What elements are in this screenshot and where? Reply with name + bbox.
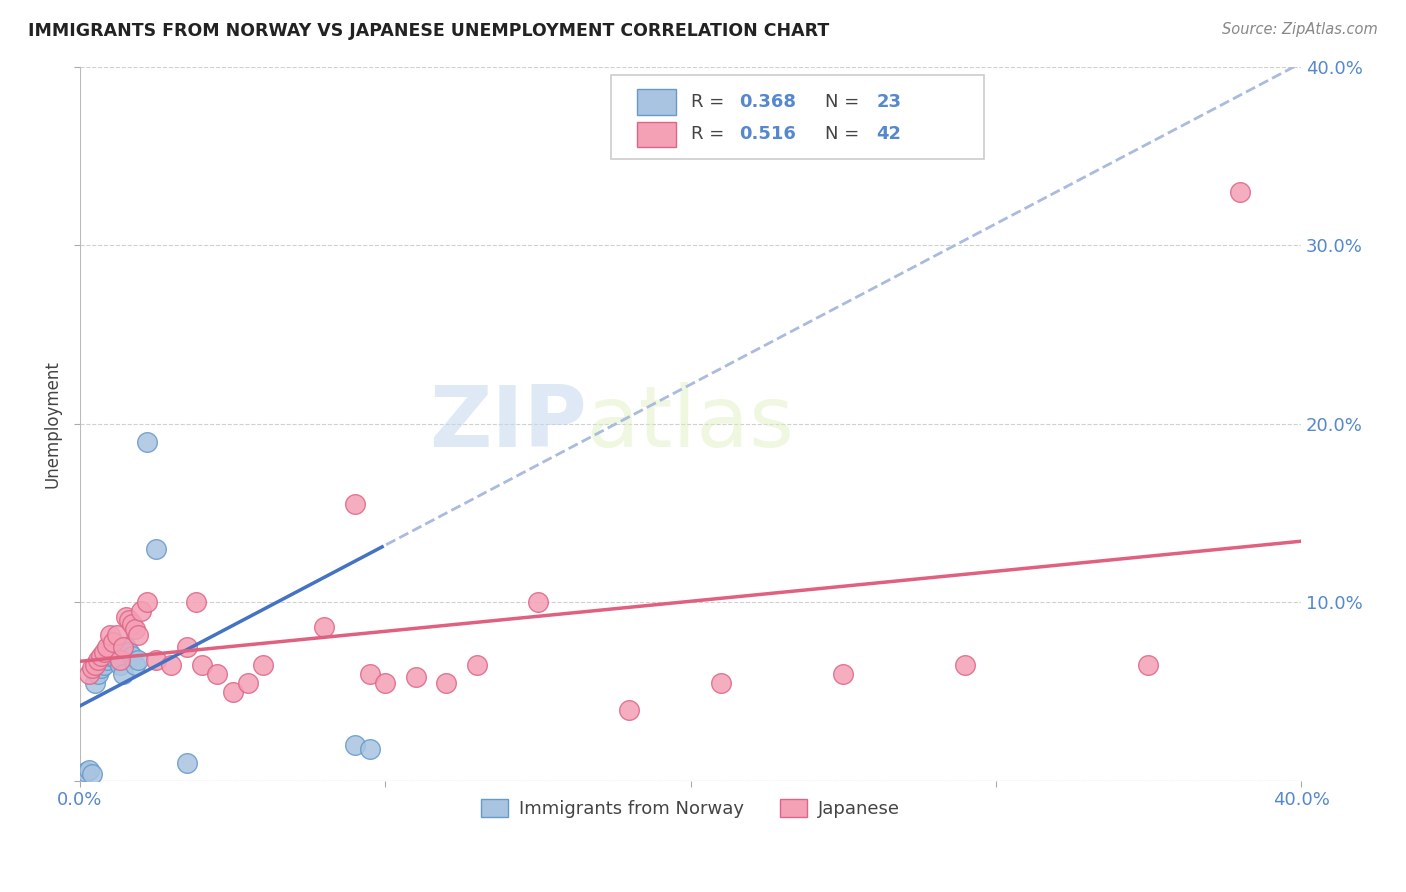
Point: [114, 609, 136, 624]
Point: [127, 652, 149, 666]
Point: [207, 666, 229, 681]
Text: R =: R =: [690, 126, 730, 144]
Point: [90, 661, 112, 675]
Point: [121, 648, 143, 663]
Text: R =: R =: [690, 94, 730, 112]
Point: [124, 657, 146, 672]
Point: [343, 739, 366, 753]
Point: [619, 702, 641, 716]
Point: [184, 595, 207, 609]
Point: [527, 595, 550, 609]
Point: [145, 652, 167, 666]
Point: [359, 742, 381, 756]
Text: N =: N =: [825, 94, 865, 112]
Text: Source: ZipAtlas.com: Source: ZipAtlas.com: [1222, 22, 1378, 37]
Point: [314, 620, 336, 634]
Point: [124, 622, 146, 636]
Point: [955, 657, 977, 672]
FancyBboxPatch shape: [612, 75, 984, 160]
Point: [111, 640, 134, 654]
Point: [103, 645, 125, 659]
Point: [90, 648, 112, 663]
Point: [176, 640, 198, 654]
Point: [191, 657, 214, 672]
Legend: Immigrants from Norway, Japanese: Immigrants from Norway, Japanese: [474, 792, 907, 826]
Point: [100, 627, 122, 641]
Point: [236, 675, 259, 690]
Point: [176, 756, 198, 771]
Point: [84, 657, 107, 672]
Point: [87, 652, 110, 666]
Point: [405, 670, 427, 684]
Point: [93, 657, 115, 672]
Point: [118, 613, 141, 627]
FancyBboxPatch shape: [637, 89, 676, 115]
Point: [359, 666, 381, 681]
Point: [145, 541, 167, 556]
Point: [1229, 185, 1251, 199]
Point: [108, 657, 131, 672]
Text: 42: 42: [876, 126, 901, 144]
Point: [87, 666, 110, 681]
Point: [118, 645, 141, 659]
Point: [710, 675, 733, 690]
Point: [160, 657, 183, 672]
Point: [111, 666, 134, 681]
FancyBboxPatch shape: [637, 121, 676, 147]
Point: [100, 648, 122, 663]
Point: [252, 657, 274, 672]
Point: [374, 675, 396, 690]
Text: ZIP: ZIP: [429, 383, 586, 466]
Point: [129, 604, 152, 618]
Point: [465, 657, 488, 672]
Text: 23: 23: [876, 94, 901, 112]
Point: [105, 627, 128, 641]
Point: [136, 595, 159, 609]
Point: [434, 675, 457, 690]
Text: IMMIGRANTS FROM NORWAY VS JAPANESE UNEMPLOYMENT CORRELATION CHART: IMMIGRANTS FROM NORWAY VS JAPANESE UNEMP…: [28, 22, 830, 40]
Point: [96, 640, 118, 654]
Point: [136, 434, 159, 449]
Point: [127, 627, 149, 641]
Point: [80, 661, 103, 675]
Point: [75, 765, 97, 780]
Point: [103, 634, 125, 648]
Point: [77, 764, 100, 778]
Point: [1137, 657, 1160, 672]
Point: [105, 652, 128, 666]
Point: [80, 767, 103, 781]
Point: [221, 684, 243, 698]
Point: [93, 645, 115, 659]
Text: 0.516: 0.516: [740, 126, 796, 144]
Point: [343, 497, 366, 511]
Point: [832, 666, 855, 681]
Point: [121, 616, 143, 631]
Text: N =: N =: [825, 126, 865, 144]
Point: [108, 652, 131, 666]
Point: [114, 640, 136, 654]
Point: [84, 675, 107, 690]
Text: 0.368: 0.368: [740, 94, 796, 112]
Point: [77, 666, 100, 681]
Y-axis label: Unemployment: Unemployment: [44, 359, 60, 488]
Point: [96, 652, 118, 666]
Text: atlas: atlas: [586, 383, 794, 466]
